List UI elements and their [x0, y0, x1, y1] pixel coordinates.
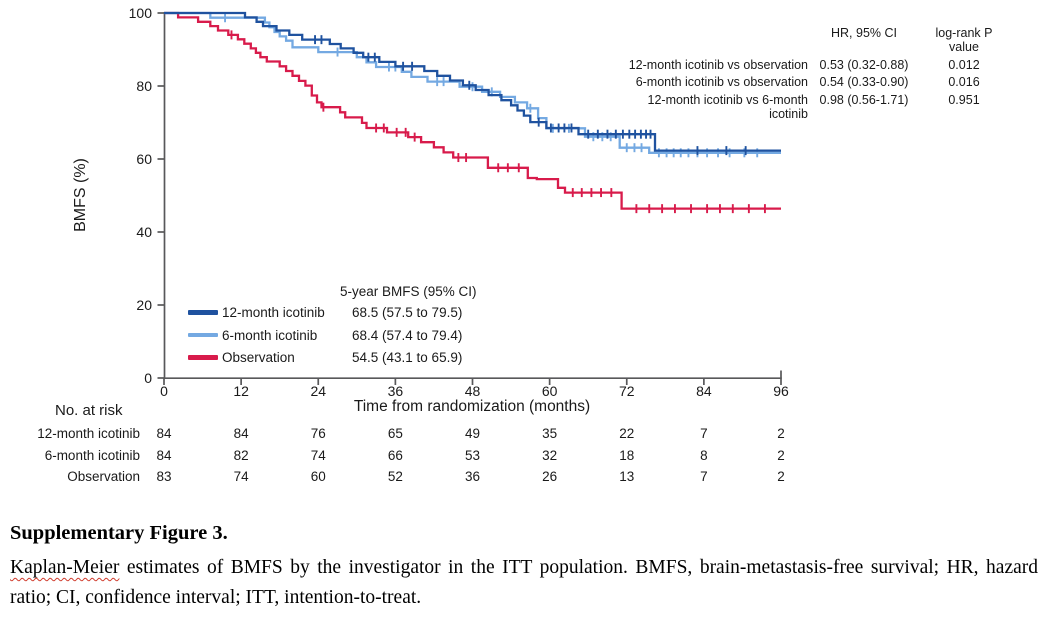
risk-count: 8 — [700, 447, 708, 463]
x-tick-label: 48 — [464, 383, 481, 399]
risk-count: 7 — [700, 426, 708, 441]
risk-count: 84 — [156, 447, 172, 463]
risk-count: 53 — [464, 447, 481, 463]
y-tick-label: 20 — [136, 297, 152, 313]
x-axis-title: Time from randomization (months) — [353, 398, 591, 415]
figure-caption: Supplementary Figure 3. Kaplan-Meier est… — [10, 522, 1038, 613]
legend-swatch — [188, 355, 218, 360]
x-tick-label: 72 — [618, 383, 635, 399]
x-tick-label: 60 — [541, 383, 558, 399]
x-tick-label: 12 — [233, 383, 249, 399]
risk-row-label: 6-month icotinib — [44, 447, 140, 463]
caption-body-text: estimates of BMFS by the investigator in… — [10, 557, 1038, 608]
risk-count: 83 — [156, 469, 172, 484]
risk-count: 82 — [233, 447, 249, 463]
stats-comparison-label: 12-month icotinib vs observation — [628, 57, 808, 72]
legend-value: 54.5 (43.1 to 65.9) — [352, 350, 463, 365]
risk-count: 60 — [310, 469, 326, 484]
legend-label: 6-month icotinib — [222, 327, 318, 343]
y-tick-label: 0 — [144, 370, 152, 386]
legend-label: Observation — [222, 350, 295, 365]
x-tick-label: 84 — [696, 383, 712, 399]
risk-count: 84 — [156, 426, 172, 441]
risk-count: 32 — [542, 447, 558, 463]
stats-comparison-label: 6-month icotinib vs observation — [635, 75, 808, 89]
legend-value: 68.4 (57.4 to 79.4) — [352, 327, 463, 343]
caption-title: Supplementary Figure 3. — [10, 522, 228, 544]
risk-count: 2 — [777, 426, 785, 441]
risk-count: 2 — [777, 447, 785, 463]
stats-header-spacer — [615, 26, 808, 54]
risk-count: 65 — [387, 426, 403, 441]
caption-body: Kaplan-Meier estimates of BMFS by the in… — [10, 553, 1038, 613]
y-tick-label: 100 — [128, 5, 152, 21]
risk-count: 66 — [387, 447, 403, 463]
risk-count: 52 — [387, 469, 403, 484]
stats-p-value: 0.016 — [948, 75, 980, 89]
risk-count: 76 — [310, 426, 326, 441]
x-tick-label: 36 — [387, 383, 404, 399]
legend-swatch — [188, 332, 218, 337]
risk-count: 26 — [542, 469, 558, 484]
x-tick-label: 24 — [310, 383, 327, 399]
risk-count: 49 — [464, 426, 481, 441]
y-tick-label: 80 — [136, 78, 152, 94]
risk-count: 7 — [700, 469, 708, 484]
risk-count: 84 — [233, 426, 249, 441]
stats-comparison-label: 12-month icotinib vs 6-month icotinib — [647, 92, 809, 121]
risk-count: 74 — [310, 447, 326, 463]
km-curve-observation — [164, 11, 781, 210]
risk-count: 74 — [233, 469, 249, 484]
stats-p-value: 0.951 — [948, 92, 980, 107]
risk-count: 2 — [777, 469, 785, 484]
stats-header-hr: HR, 95% CI — [831, 26, 897, 40]
km-plot-svg — [157, 11, 782, 385]
legend-swatch — [188, 310, 218, 315]
x-tick-label: 96 — [773, 383, 789, 399]
spellcheck-flagged-word: Kaplan-Meier — [10, 557, 120, 578]
stats-hr-value: 0.98 (0.56-1.71) — [819, 92, 909, 107]
stats-hr-value: 0.54 (0.33-0.90) — [819, 75, 909, 89]
risk-count: 22 — [619, 426, 635, 441]
stats-hr-value: 0.53 (0.32-0.88) — [819, 57, 909, 72]
legend-title: 5-year BMFS (95% CI) — [340, 284, 477, 299]
risk-count: 13 — [619, 469, 635, 484]
hr-stats-table: HR, 95% CI log-rank P value 12-month ico… — [615, 26, 1008, 121]
risk-table-title: No. at risk — [55, 402, 123, 419]
risk-count: 36 — [464, 469, 481, 484]
risk-count: 18 — [619, 447, 635, 463]
legend-value: 68.5 (57.5 to 79.5) — [352, 305, 463, 320]
risk-count: 35 — [542, 426, 558, 441]
km-curve-12-month-icotinib — [164, 11, 781, 152]
stats-header-p: log-rank P value — [935, 26, 993, 54]
legend-label: 12-month icotinib — [222, 305, 325, 320]
y-tick-label: 60 — [136, 151, 152, 167]
risk-row-label: Observation — [67, 469, 140, 484]
x-tick-label: 0 — [160, 383, 168, 399]
y-axis-title: BMFS (%) — [72, 158, 89, 232]
stats-p-value: 0.012 — [948, 57, 980, 72]
risk-row-label: 12-month icotinib — [37, 426, 140, 441]
y-tick-label: 40 — [136, 224, 152, 240]
km-curve-6-month-icotinib — [164, 11, 781, 154]
